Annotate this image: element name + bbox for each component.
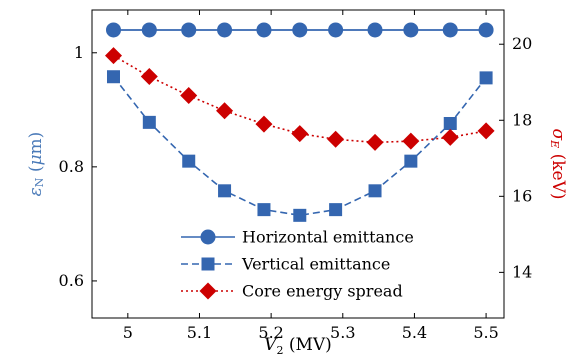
- data-point: [442, 22, 458, 38]
- data-point: [181, 22, 197, 38]
- data-point: [477, 122, 495, 140]
- y-left-tick-label: 0.8: [59, 157, 84, 176]
- plot-frame: [91, 9, 505, 319]
- y-left-tick-label: 0.6: [59, 271, 84, 290]
- x-tick-label: 5.5: [473, 323, 498, 342]
- data-point: [106, 70, 120, 84]
- data-point: [403, 22, 419, 38]
- legend-marker: [201, 257, 215, 271]
- y-right-tick-label: 20: [512, 34, 532, 53]
- data-point: [141, 22, 157, 38]
- data-point: [293, 208, 307, 222]
- series-1: [106, 70, 493, 222]
- x-tick-label: 5: [123, 323, 133, 342]
- x-axis-title: V2 (MV): [264, 335, 332, 356]
- legend-entry: Horizontal emittance: [181, 228, 414, 247]
- data-point: [180, 87, 198, 105]
- data-point: [402, 132, 420, 150]
- data-point: [217, 22, 233, 38]
- data-point: [218, 184, 232, 198]
- y-right-tick-label: 18: [512, 110, 532, 129]
- legend-entry: Vertical emittance: [181, 255, 390, 274]
- y-left-tick-label: 1: [74, 43, 84, 62]
- y-right-axis-title: σE (keV): [548, 129, 569, 200]
- data-point: [255, 115, 273, 133]
- data-point: [366, 133, 384, 151]
- ticks: 5 5.1 5.2 5.3 5.4 5.5 0.6 0.8 1 14 16 18 20: [59, 10, 532, 342]
- legend: Horizontal emittance Vertical emittance Co…: [173, 222, 417, 304]
- legend-label: Core energy spread: [242, 282, 403, 301]
- x-tick-label: 5.4: [402, 323, 427, 342]
- series-0: [105, 22, 494, 38]
- data-point: [327, 130, 345, 148]
- data-point: [367, 22, 383, 38]
- data-point: [105, 22, 121, 38]
- data-point: [328, 22, 344, 38]
- y-right-tick-label: 16: [512, 186, 532, 205]
- data-point: [216, 102, 234, 120]
- y-right-tick-label: 14: [512, 262, 532, 281]
- series-line: [113, 54, 487, 144]
- x-tick-label: 5.3: [330, 323, 355, 342]
- data-point: [256, 22, 272, 38]
- data-point: [329, 203, 343, 217]
- data-point: [478, 22, 494, 38]
- series-line: [112, 76, 487, 217]
- data-point: [291, 125, 309, 143]
- data-point: [182, 154, 196, 168]
- legend-entry: Core energy spread: [181, 282, 403, 301]
- data-point: [404, 154, 418, 168]
- x-tick-label: 5.2: [258, 323, 283, 342]
- y-left-axis-title: εN (μm): [26, 132, 47, 197]
- data-point: [257, 203, 271, 217]
- data-point: [104, 47, 122, 65]
- x-tick-label: 5.1: [187, 323, 212, 342]
- data-point: [142, 115, 156, 129]
- legend-label: Vertical emittance: [241, 255, 390, 274]
- legend-marker: [199, 282, 217, 300]
- series-layer: [104, 22, 495, 222]
- series-2: [104, 47, 495, 151]
- data-point: [443, 117, 457, 131]
- data-point: [441, 128, 459, 146]
- data-point: [368, 184, 382, 198]
- data-point: [140, 68, 158, 86]
- data-point: [479, 71, 493, 85]
- legend-marker: [200, 229, 216, 245]
- data-point: [292, 22, 308, 38]
- legend-label: Horizontal emittance: [242, 228, 414, 247]
